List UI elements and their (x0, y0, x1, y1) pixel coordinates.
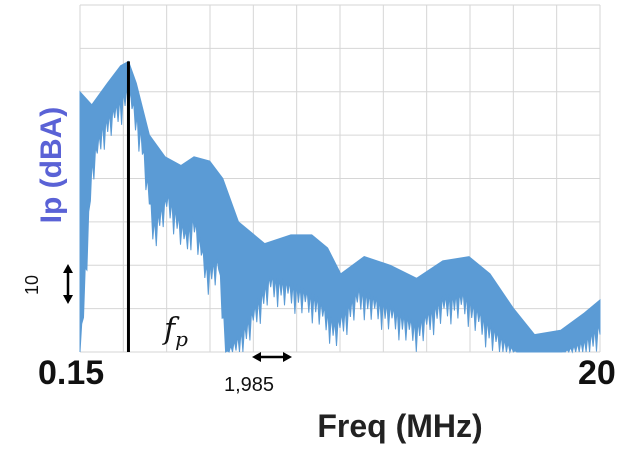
step-arrow-left-head (252, 352, 261, 362)
spectrum-area (79, 60, 601, 354)
x-axis-label: Freq (MHz) (317, 408, 483, 444)
marker-fp-base: f (164, 312, 176, 347)
marker-fp-label: fp (164, 312, 188, 351)
scale-10-label: 10 (22, 274, 42, 295)
scale-arrow-bottom-head (63, 295, 73, 304)
x-max-tick-label: 20 (578, 354, 616, 392)
x-min-tick-label: 0.15 (38, 354, 105, 392)
step-arrow-right-head (283, 352, 292, 362)
marker-fp-sub: p (175, 327, 188, 351)
grid-step-label: 1,985 (224, 374, 275, 396)
scale-arrow-top-head (63, 264, 73, 273)
y-axis-label: Ip (dBA) (35, 106, 68, 224)
